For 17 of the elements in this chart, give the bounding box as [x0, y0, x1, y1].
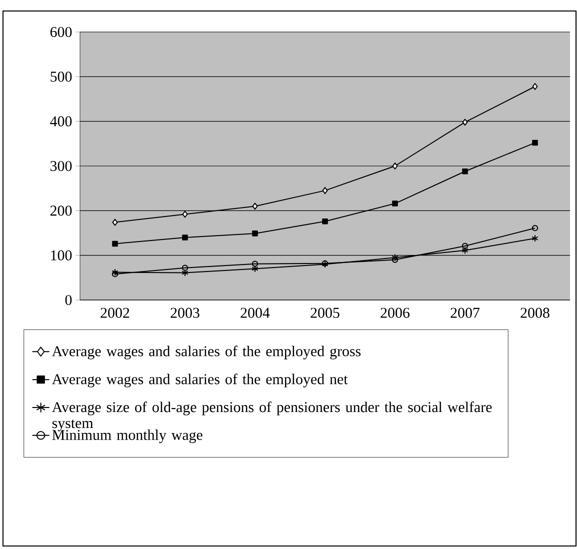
y-tick-label: 300: [50, 160, 72, 172]
x-tick-label: 2005: [310, 308, 340, 318]
x-tick-label: 2002: [100, 308, 130, 318]
x-tick-label: 2007: [450, 308, 480, 318]
y-tick-label: 400: [50, 116, 72, 126]
y-tick-label: 600: [50, 26, 72, 38]
x-tick-label: 2004: [240, 308, 270, 318]
legend-label: Average wages and salaries of the employed gross: [52, 346, 361, 360]
legend-label: Average wages and salaries of the employed net: [52, 374, 348, 388]
y-tick-label: 200: [50, 206, 72, 216]
y-tick-label: 100: [51, 250, 72, 260]
y-tick-label: 500: [50, 72, 72, 82]
x-tick-label: 2008: [520, 308, 550, 318]
x-tick-label: 2003: [170, 308, 200, 318]
legend-label: Minimum monthly wage: [52, 430, 202, 444]
y-tick-label: 0: [65, 294, 72, 306]
x-tick-label: 2006: [380, 308, 410, 318]
